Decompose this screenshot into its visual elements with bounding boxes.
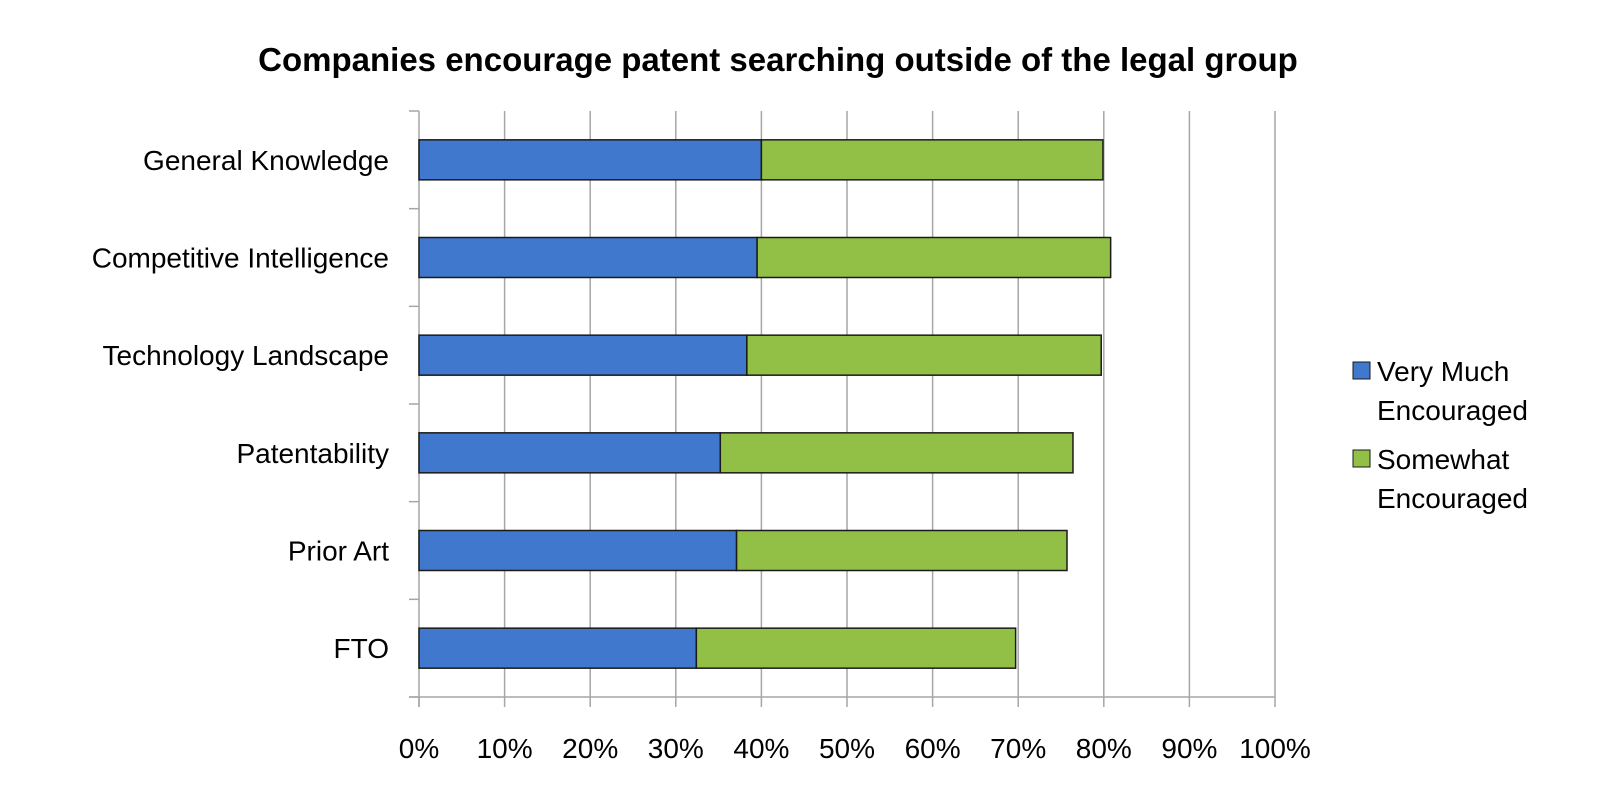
bar-segment-somewhat <box>735 529 1068 572</box>
legend-label: Encouraged <box>1377 483 1528 514</box>
bars <box>418 139 1112 669</box>
bar-segment-very-much <box>418 139 763 181</box>
x-tick-label: 10% <box>477 733 533 764</box>
x-tick-label: 30% <box>648 733 704 764</box>
category-labels: General Knowledge Competitive Intelligenc… <box>92 145 389 664</box>
legend-label: Encouraged <box>1377 395 1528 426</box>
x-tick-label: 70% <box>990 733 1046 764</box>
x-tick-labels: 0% 10% 20% 30% 40% 50% 60% 70% 80% 90% 100% <box>399 733 1311 764</box>
x-tick-label: 60% <box>905 733 961 764</box>
x-tick-label: 20% <box>562 733 618 764</box>
legend: Very Much Encouraged Somewhat Encouraged <box>1352 356 1528 514</box>
bar-segment-very-much <box>418 334 748 376</box>
category-label: FTO <box>334 633 389 664</box>
x-tick-label: 50% <box>819 733 875 764</box>
bar-segment-somewhat <box>746 334 1102 376</box>
x-tick-label: 40% <box>733 733 789 764</box>
bar-segment-very-much <box>418 432 722 474</box>
bar-segment-very-much <box>418 236 758 279</box>
category-label: Patentability <box>236 438 389 469</box>
category-label: Competitive Intelligence <box>92 243 389 274</box>
category-label: Technology Landscape <box>103 340 389 371</box>
category-label: Prior Art <box>288 536 389 567</box>
legend-label: Very Much <box>1377 356 1509 387</box>
x-tick-label: 100% <box>1239 733 1311 764</box>
legend-swatch <box>1352 449 1371 468</box>
chart-title: Companies encourage patent searching out… <box>258 41 1298 78</box>
bar-segment-somewhat <box>695 627 1017 669</box>
legend-swatch <box>1352 361 1371 380</box>
bar-segment-somewhat <box>760 139 1104 181</box>
category-label: General Knowledge <box>143 145 389 176</box>
x-tick-label: 90% <box>1161 733 1217 764</box>
x-tick-label: 80% <box>1076 733 1132 764</box>
x-tick-label: 0% <box>399 733 439 764</box>
bar-segment-somewhat <box>756 236 1112 279</box>
bar-segment-very-much <box>418 529 738 572</box>
grid-lines <box>503 111 1276 697</box>
bar-segment-somewhat <box>719 432 1074 474</box>
legend-label: Somewhat <box>1377 444 1510 475</box>
bar-segment-very-much <box>418 627 698 669</box>
axes <box>409 110 1276 707</box>
